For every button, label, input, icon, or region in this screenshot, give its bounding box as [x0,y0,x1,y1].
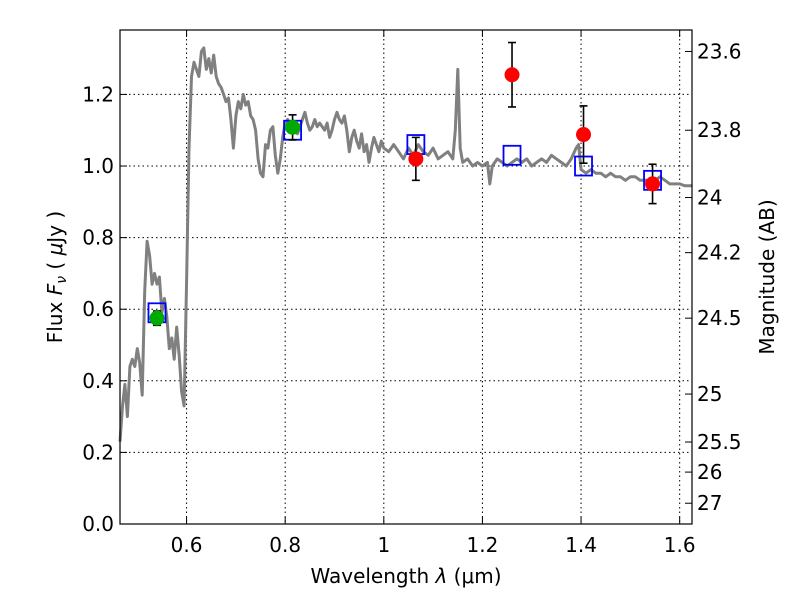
right-tick-label: 26 [697,460,722,484]
grid-lines [120,30,692,525]
observed-point [504,67,520,83]
x-tick-label: 1.4 [565,533,597,557]
y-tick-label: 1.0 [82,154,114,178]
x-tick-label: 1 [377,533,390,557]
observed-point [149,310,165,326]
right-tick-label: 27 [697,491,722,515]
y-axis-label-left: Flux Fν ( μJy ) [43,211,70,343]
y-tick-label: 0.6 [82,297,114,321]
right-tick-label: 24.2 [697,241,742,265]
y-tick-label: 0.4 [82,369,114,393]
y-axis-label-right: Magnitude (AB) [755,199,779,354]
right-tick-label: 23.8 [697,118,742,142]
right-tick-label: 25 [697,382,722,406]
tick-labels: 0.6 0.8 1 1.2 1.4 1.6 0.0 0.2 0.4 0.6 0.8 1.0 1.2 23.… [82,39,741,557]
x-tick-label: 0.6 [171,533,203,557]
y-tick-label: 0.2 [82,440,114,464]
y-tick-label: 0.0 [82,512,114,536]
plot-frame [119,29,693,525]
observed-point [408,151,424,167]
x-tick-label: 1.6 [664,533,696,557]
y-tick-label: 0.8 [82,226,114,250]
observed-point [576,127,592,143]
observed-point [285,119,301,135]
x-tick-label: 0.8 [269,533,301,557]
x-axis-label: Wavelength λ (μm) [310,564,501,588]
model-square-marker [502,144,522,166]
right-tick-label: 24.5 [697,306,742,330]
observed-point [645,176,661,192]
right-tick-label: 24 [697,186,722,210]
x-tick-label: 1.2 [467,533,499,557]
y-tick-label: 1.2 [82,82,114,106]
right-tick-label: 25.5 [697,430,742,454]
tick-marks [120,30,692,525]
right-tick-label: 23.6 [697,39,742,63]
series-layer [118,41,692,442]
spectrum-line [118,46,692,442]
